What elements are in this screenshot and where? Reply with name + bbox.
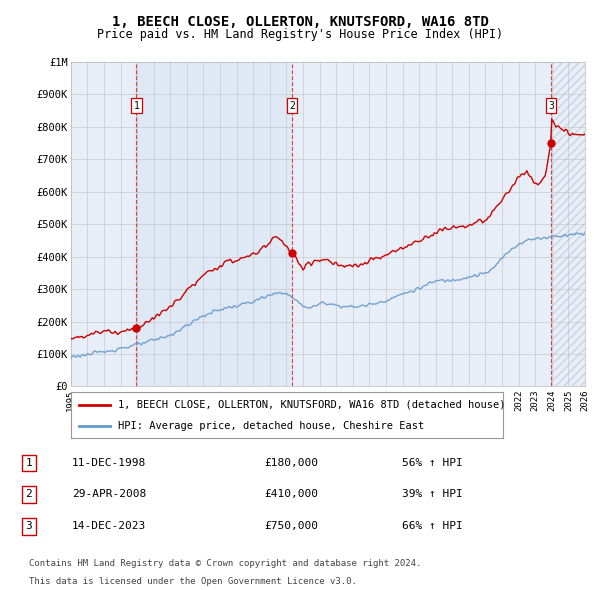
Text: 39% ↑ HPI: 39% ↑ HPI bbox=[402, 490, 463, 499]
Text: 1, BEECH CLOSE, OLLERTON, KNUTSFORD, WA16 8TD: 1, BEECH CLOSE, OLLERTON, KNUTSFORD, WA1… bbox=[112, 15, 488, 29]
Text: 2: 2 bbox=[289, 101, 295, 111]
Text: Contains HM Land Registry data © Crown copyright and database right 2024.: Contains HM Land Registry data © Crown c… bbox=[29, 559, 421, 568]
Text: Price paid vs. HM Land Registry's House Price Index (HPI): Price paid vs. HM Land Registry's House … bbox=[97, 28, 503, 41]
Text: 3: 3 bbox=[25, 522, 32, 531]
Text: 2: 2 bbox=[25, 490, 32, 499]
Text: 1: 1 bbox=[25, 458, 32, 468]
Bar bbox=[551, 62, 585, 386]
Text: HPI: Average price, detached house, Cheshire East: HPI: Average price, detached house, Ches… bbox=[118, 421, 425, 431]
Text: £180,000: £180,000 bbox=[264, 458, 318, 468]
Bar bbox=[551, 62, 585, 386]
Text: 3: 3 bbox=[548, 101, 554, 111]
Bar bbox=[136, 62, 292, 386]
Text: 1, BEECH CLOSE, OLLERTON, KNUTSFORD, WA16 8TD (detached house): 1, BEECH CLOSE, OLLERTON, KNUTSFORD, WA1… bbox=[118, 399, 506, 409]
Text: 66% ↑ HPI: 66% ↑ HPI bbox=[402, 522, 463, 531]
Text: £750,000: £750,000 bbox=[264, 522, 318, 531]
Text: £410,000: £410,000 bbox=[264, 490, 318, 499]
Text: 11-DEC-1998: 11-DEC-1998 bbox=[72, 458, 146, 468]
Text: 29-APR-2008: 29-APR-2008 bbox=[72, 490, 146, 499]
Text: 14-DEC-2023: 14-DEC-2023 bbox=[72, 522, 146, 531]
Text: 56% ↑ HPI: 56% ↑ HPI bbox=[402, 458, 463, 468]
Text: This data is licensed under the Open Government Licence v3.0.: This data is licensed under the Open Gov… bbox=[29, 577, 356, 586]
Text: 1: 1 bbox=[133, 101, 139, 111]
